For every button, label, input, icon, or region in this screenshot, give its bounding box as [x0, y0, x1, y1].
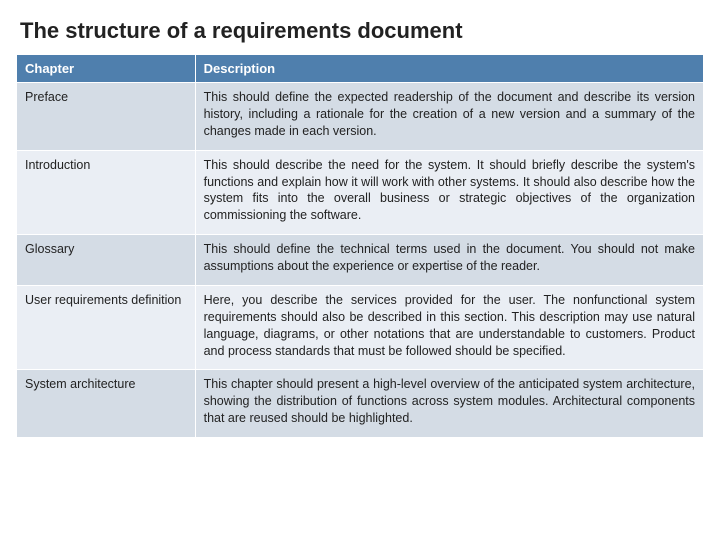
table-row: User requirements definition Here, you d… [17, 285, 704, 370]
cell-description: Here, you describe the services provided… [195, 285, 703, 370]
cell-chapter: User requirements definition [17, 285, 196, 370]
table-row: Preface This should define the expected … [17, 83, 704, 151]
cell-chapter: System architecture [17, 370, 196, 438]
cell-description: This chapter should present a high-level… [195, 370, 703, 438]
col-header-description: Description [195, 55, 703, 83]
page: The structure of a requirements document… [0, 0, 720, 540]
requirements-table: Chapter Description Preface This should … [16, 54, 704, 438]
cell-chapter: Preface [17, 83, 196, 151]
cell-description: This should describe the need for the sy… [195, 150, 703, 235]
cell-chapter: Glossary [17, 235, 196, 286]
table-header-row: Chapter Description [17, 55, 704, 83]
table-row: Glossary This should define the technica… [17, 235, 704, 286]
cell-chapter: Introduction [17, 150, 196, 235]
table-row: System architecture This chapter should … [17, 370, 704, 438]
cell-description: This should define the technical terms u… [195, 235, 703, 286]
cell-description: This should define the expected readersh… [195, 83, 703, 151]
col-header-chapter: Chapter [17, 55, 196, 83]
table-row: Introduction This should describe the ne… [17, 150, 704, 235]
page-title: The structure of a requirements document [20, 18, 704, 44]
